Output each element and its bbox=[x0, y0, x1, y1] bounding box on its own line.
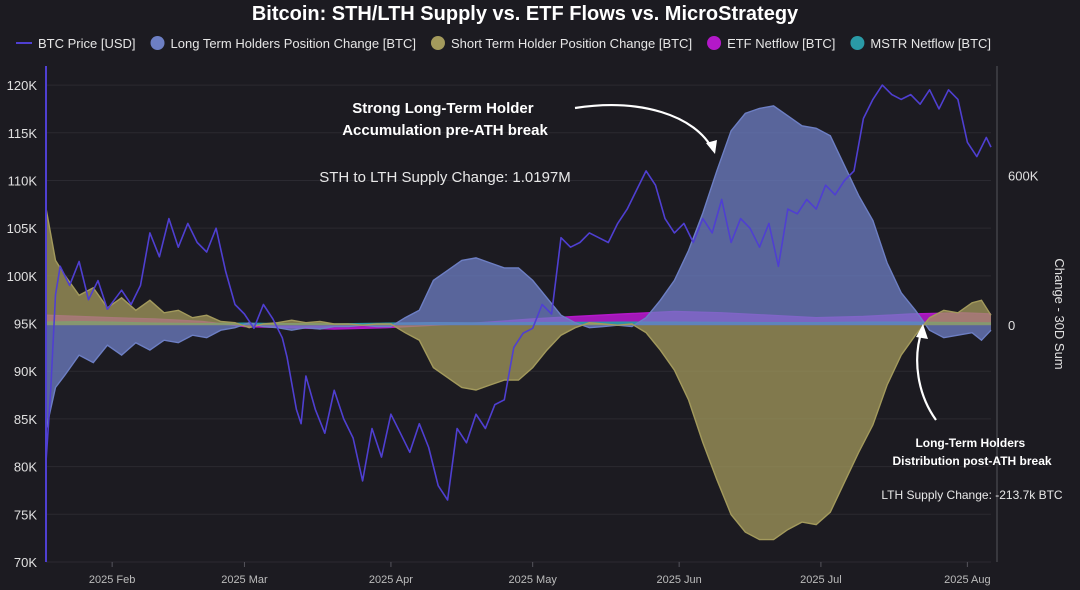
legend-item-long-term-holders-position-change-btc: Long Term Holders Position Change [BTC] bbox=[150, 36, 416, 51]
grid bbox=[46, 84, 991, 563]
legend-label: BTC Price [USD] bbox=[38, 36, 136, 51]
x-tick-label: 2025 Feb bbox=[89, 574, 135, 586]
legend-item-short-term-holder-position-change-btc: Short Term Holder Position Change [BTC] bbox=[430, 36, 692, 51]
area-edge-short-term-holder-position-change-btc bbox=[45, 207, 992, 541]
line-series bbox=[45, 84, 992, 501]
area-series bbox=[45, 105, 992, 541]
annotations: Strong Long-Term Holder Accumulation pre… bbox=[319, 100, 1063, 502]
line-btc-price-usd bbox=[45, 84, 992, 501]
y-left-tick-label: 80K bbox=[14, 460, 37, 475]
annotation-lth-accumulation: Strong Long-Term Holder Accumulation pre… bbox=[342, 100, 548, 139]
x-tick-label: 2025 Mar bbox=[221, 574, 268, 586]
annotation-lth-distribution: Long-Term Holders Distribution post-ATH … bbox=[892, 436, 1051, 468]
y-left-tick-label: 95K bbox=[14, 317, 37, 332]
legend-swatch-dot bbox=[150, 36, 165, 50]
y-right-tick-label: 600K bbox=[1008, 169, 1039, 184]
y-axis-right: 600K 0 bbox=[1008, 169, 1039, 334]
annotation-arrow-bottom bbox=[916, 329, 937, 421]
x-tick-label: 2025 Apr bbox=[369, 574, 413, 586]
y-right-tick-label: 0 bbox=[1008, 318, 1015, 333]
x-tick-label: 2025 Jul bbox=[800, 574, 842, 586]
annotation-lth-supply-change: LTH Supply Change: -213.7k BTC bbox=[881, 488, 1063, 502]
x-axis: 2025 Feb 2025 Mar 2025 Apr 2025 May 2025 Jun… bbox=[89, 562, 991, 586]
y-left-tick-label: 85K bbox=[14, 412, 37, 427]
y-left-tick-label: 110K bbox=[8, 173, 38, 188]
annotation-supply-change: STH to LTH Supply Change: 1.0197M bbox=[319, 169, 571, 186]
legend-item-btc-price-usd: BTC Price [USD] bbox=[16, 36, 136, 51]
y-left-tick-label: 115K bbox=[8, 126, 38, 141]
y-left-tick-label: 120K bbox=[7, 78, 38, 93]
x-tick-label: 2025 Aug bbox=[944, 574, 991, 586]
annotation-arrowhead-top bbox=[706, 140, 717, 154]
annotation-arrowhead-bottom bbox=[916, 324, 928, 339]
y-left-tick-label: 90K bbox=[14, 364, 37, 379]
y-left-tick-label: 105K bbox=[7, 221, 38, 236]
legend-label: MSTR Netflow [BTC] bbox=[870, 36, 991, 51]
legend-label: Short Term Holder Position Change [BTC] bbox=[451, 36, 692, 51]
right-axis-label: Change - 30D Sum bbox=[1052, 258, 1067, 369]
x-tick-label: 2025 May bbox=[509, 574, 558, 586]
y-left-tick-label: 75K bbox=[14, 507, 37, 522]
legend-label: ETF Netflow [BTC] bbox=[727, 36, 835, 51]
annotation-arrow-top bbox=[574, 104, 714, 151]
legend-item-mstr-netflow-btc: MSTR Netflow [BTC] bbox=[850, 36, 991, 51]
y-left-tick-label: 70K bbox=[14, 555, 37, 570]
chart-title: Bitcoin: STH/LTH Supply vs. ETF Flows vs… bbox=[252, 3, 799, 25]
x-tick-label: 2025 Jun bbox=[657, 574, 702, 586]
legend-swatch-dot bbox=[707, 36, 722, 50]
legend-label: Long Term Holders Position Change [BTC] bbox=[171, 36, 416, 51]
y-axis-left: 120K 115K 110K 105K 100K 95K 90K 85K 80K 75K 70K bbox=[7, 78, 38, 570]
area-short-term-holder-position-change-btc bbox=[46, 208, 991, 540]
legend-item-etf-netflow-btc: ETF Netflow [BTC] bbox=[707, 36, 835, 51]
area-edge-long-term-holders-position-change-btc bbox=[45, 105, 992, 431]
legend-swatch-dot bbox=[850, 36, 865, 50]
y-left-tick-label: 100K bbox=[7, 269, 38, 284]
legend-swatch-dot bbox=[430, 36, 445, 50]
legend: BTC Price [USD] Long Term Holders Positio… bbox=[16, 36, 991, 51]
